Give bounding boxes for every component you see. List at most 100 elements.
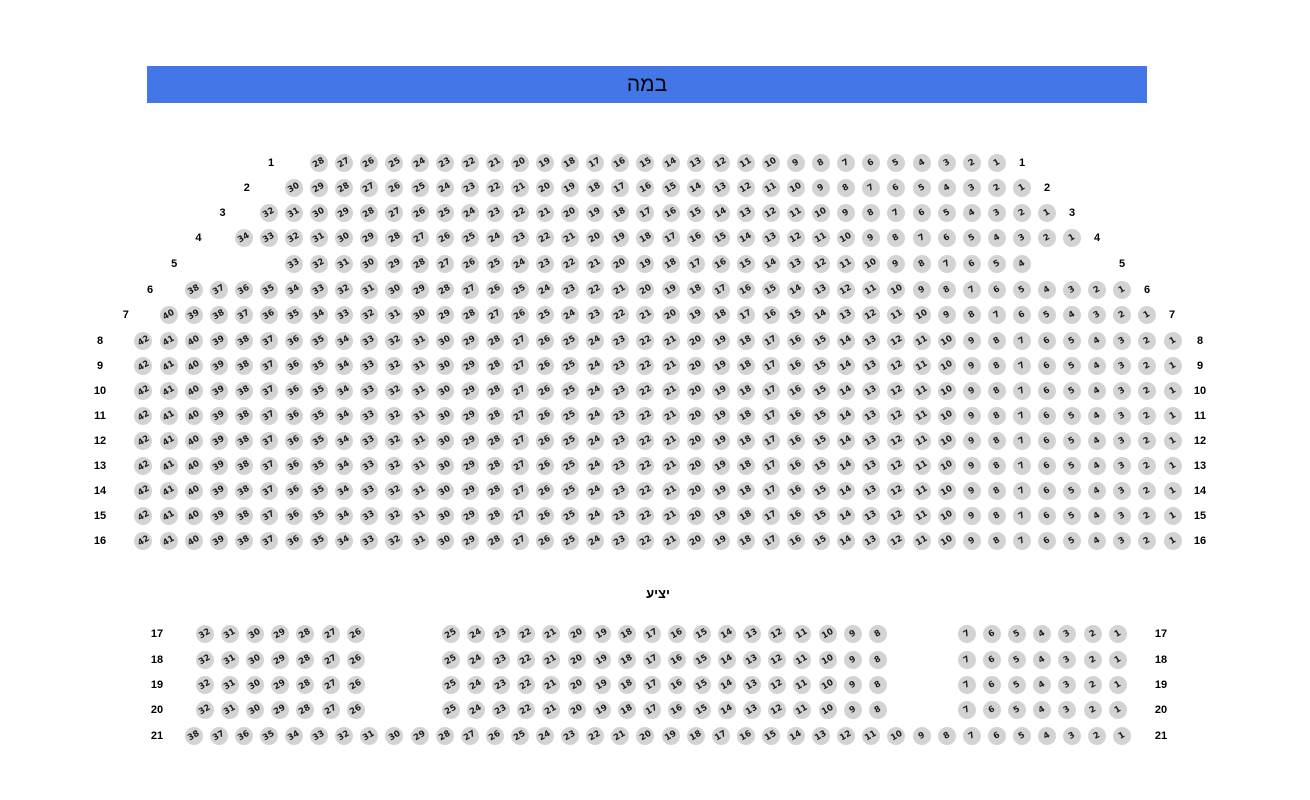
seat[interactable]: 3 xyxy=(1113,457,1132,475)
seat[interactable]: 29 xyxy=(360,229,379,247)
seat[interactable]: 9 xyxy=(843,625,862,643)
seat[interactable]: 6 xyxy=(983,651,1002,669)
seat[interactable]: 34 xyxy=(285,727,304,745)
seat[interactable]: 20 xyxy=(567,625,586,643)
seat[interactable]: 13 xyxy=(743,651,762,669)
seat[interactable]: 18 xyxy=(617,676,636,694)
seat[interactable]: 36 xyxy=(285,382,304,400)
seat[interactable]: 26 xyxy=(536,357,555,375)
seat[interactable]: 30 xyxy=(435,432,454,450)
seat[interactable]: 21 xyxy=(636,306,655,324)
seat[interactable]: 13 xyxy=(711,179,730,197)
seat[interactable]: 35 xyxy=(310,532,329,550)
seat[interactable]: 4 xyxy=(1012,255,1031,273)
seat[interactable]: 38 xyxy=(234,482,253,500)
seat[interactable]: 8 xyxy=(937,281,956,299)
seat[interactable]: 37 xyxy=(209,727,228,745)
seat[interactable]: 24 xyxy=(467,676,486,694)
seat[interactable]: 5 xyxy=(1063,332,1082,350)
seat[interactable]: 17 xyxy=(736,306,755,324)
seat[interactable]: 6 xyxy=(1038,507,1057,525)
seat[interactable]: 14 xyxy=(837,382,856,400)
seat[interactable]: 2 xyxy=(1012,204,1031,222)
seat[interactable]: 32 xyxy=(196,625,214,643)
seat[interactable]: 32 xyxy=(385,507,404,525)
seat[interactable]: 2 xyxy=(962,154,981,172)
seat[interactable]: 33 xyxy=(360,407,379,425)
seat[interactable]: 20 xyxy=(686,507,705,525)
seat[interactable]: 16 xyxy=(787,407,806,425)
seat[interactable]: 14 xyxy=(711,204,730,222)
seat[interactable]: 17 xyxy=(642,701,661,719)
seat[interactable]: 42 xyxy=(134,457,153,475)
seat[interactable]: 35 xyxy=(310,382,329,400)
seat[interactable]: 24 xyxy=(586,357,605,375)
seat[interactable]: 24 xyxy=(586,532,605,550)
seat[interactable]: 2 xyxy=(987,179,1006,197)
seat[interactable]: 3 xyxy=(937,154,956,172)
seat[interactable]: 9 xyxy=(962,332,981,350)
seat[interactable]: 26 xyxy=(536,432,555,450)
seat[interactable]: 8 xyxy=(987,332,1006,350)
seat[interactable]: 33 xyxy=(310,281,329,299)
seat[interactable]: 2 xyxy=(1083,651,1102,669)
seat[interactable]: 27 xyxy=(510,332,529,350)
seat[interactable]: 12 xyxy=(837,281,856,299)
seat[interactable]: 18 xyxy=(736,332,755,350)
seat[interactable]: 23 xyxy=(460,179,479,197)
seat[interactable]: 28 xyxy=(485,432,504,450)
seat[interactable]: 8 xyxy=(987,532,1006,550)
seat[interactable]: 23 xyxy=(492,651,511,669)
seat[interactable]: 5 xyxy=(1008,625,1027,643)
seat[interactable]: 4 xyxy=(1033,625,1052,643)
seat[interactable]: 35 xyxy=(310,332,329,350)
seat[interactable]: 24 xyxy=(561,306,580,324)
seat[interactable]: 1 xyxy=(1108,651,1127,669)
seat[interactable]: 17 xyxy=(711,281,730,299)
seat[interactable]: 11 xyxy=(912,432,931,450)
seat[interactable]: 20 xyxy=(567,701,586,719)
seat[interactable]: 23 xyxy=(435,154,454,172)
seat[interactable]: 27 xyxy=(435,255,454,273)
seat[interactable]: 24 xyxy=(586,482,605,500)
seat[interactable]: 28 xyxy=(360,204,379,222)
seat[interactable]: 2 xyxy=(1138,407,1157,425)
seat[interactable]: 23 xyxy=(492,625,511,643)
seat[interactable]: 30 xyxy=(435,482,454,500)
seat[interactable]: 16 xyxy=(787,357,806,375)
seat[interactable]: 32 xyxy=(259,204,278,222)
seat[interactable]: 26 xyxy=(410,204,429,222)
seat[interactable]: 23 xyxy=(611,457,630,475)
seat[interactable]: 6 xyxy=(1038,432,1057,450)
seat[interactable]: 19 xyxy=(586,204,605,222)
seat[interactable]: 15 xyxy=(711,229,730,247)
seat[interactable]: 37 xyxy=(259,532,278,550)
seat[interactable]: 24 xyxy=(586,407,605,425)
seat[interactable]: 22 xyxy=(586,727,605,745)
seat[interactable]: 28 xyxy=(460,306,479,324)
seat[interactable]: 19 xyxy=(661,281,680,299)
seat[interactable]: 13 xyxy=(743,701,762,719)
seat[interactable]: 13 xyxy=(862,332,881,350)
seat[interactable]: 20 xyxy=(686,482,705,500)
seat[interactable]: 27 xyxy=(510,357,529,375)
seat[interactable]: 37 xyxy=(209,281,228,299)
seat[interactable]: 17 xyxy=(761,482,780,500)
seat[interactable]: 15 xyxy=(686,204,705,222)
seat[interactable]: 5 xyxy=(1063,482,1082,500)
seat[interactable]: 19 xyxy=(711,457,730,475)
seat[interactable]: 14 xyxy=(837,507,856,525)
seat[interactable]: 20 xyxy=(661,306,680,324)
seat[interactable]: 21 xyxy=(661,532,680,550)
seat[interactable]: 14 xyxy=(837,532,856,550)
seat[interactable]: 33 xyxy=(360,532,379,550)
seat[interactable]: 36 xyxy=(234,281,253,299)
seat[interactable]: 22 xyxy=(636,457,655,475)
seat[interactable]: 27 xyxy=(335,154,354,172)
seat[interactable]: 22 xyxy=(485,179,504,197)
seat[interactable]: 14 xyxy=(837,457,856,475)
seat[interactable]: 16 xyxy=(667,701,686,719)
seat[interactable]: 3 xyxy=(1058,701,1077,719)
seat[interactable]: 1 xyxy=(1108,701,1127,719)
seat[interactable]: 26 xyxy=(346,701,365,719)
